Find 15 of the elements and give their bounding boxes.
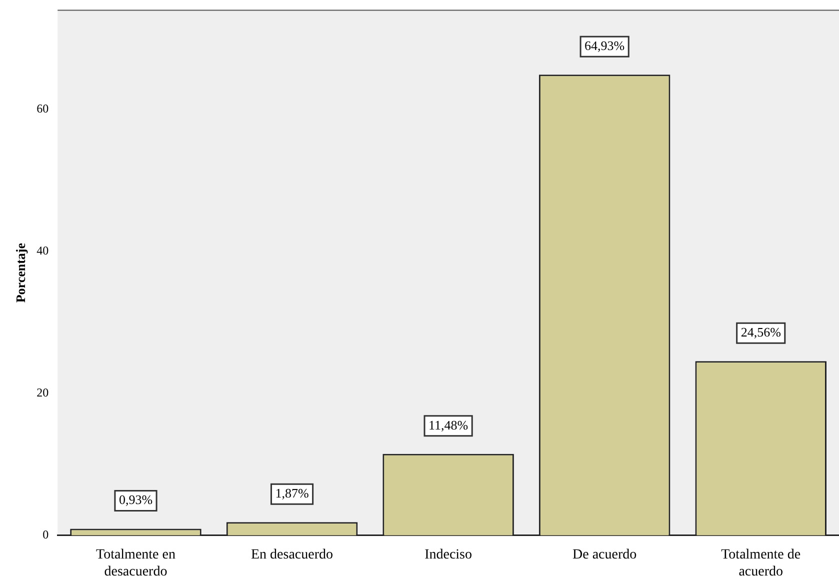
y-tick-label: 20 [36,386,49,400]
x-tick-label: Indeciso [424,547,472,562]
data-label: 64,93% [584,38,625,53]
y-tick-label: 60 [36,102,49,116]
data-label: 11,48% [428,417,468,432]
y-tick-label: 40 [36,244,49,258]
data-label: 1,87% [275,486,309,501]
x-tick-label: De acuerdo [572,547,637,562]
x-tick-label: Totalmente de acuerdo [721,547,801,580]
data-label: 24,56% [740,324,782,340]
y-tick-label: 0 [42,528,49,542]
y-axis-title: Porcentaje [13,242,28,303]
data-label: 0,93% [118,492,153,508]
x-tick-label: Totalmente en desacuerdo [96,547,176,580]
x-tick-label: En desacuerdo [251,547,334,562]
